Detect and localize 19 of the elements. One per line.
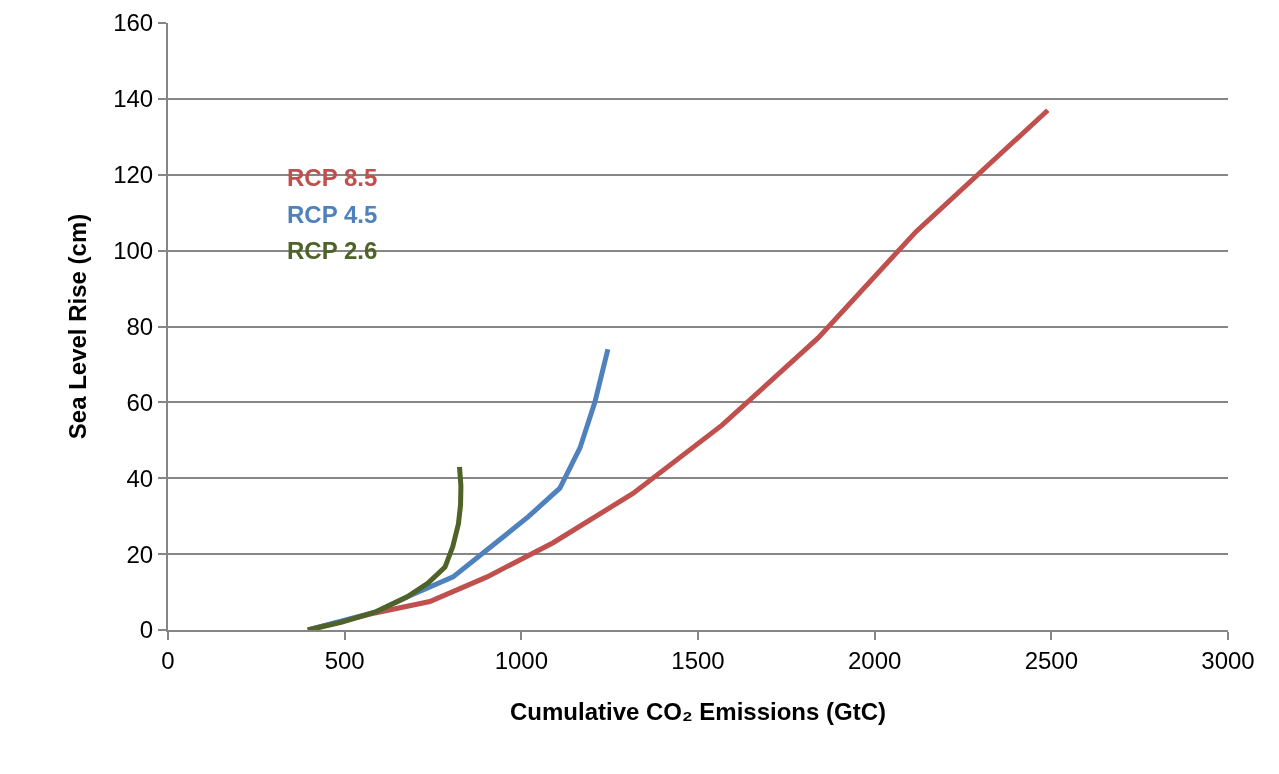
y-tick-label: 40 — [126, 464, 154, 492]
x-tick-label: 1500 — [671, 646, 725, 674]
x-tick-label: 0 — [161, 646, 175, 674]
x-tick-label: 500 — [324, 646, 365, 674]
y-tick-label: 160 — [113, 9, 154, 37]
y-tick-label: 80 — [126, 312, 154, 340]
y-tick-label: 0 — [139, 616, 154, 644]
y-tick-label: 120 — [113, 161, 154, 189]
x-tick-label: 3000 — [1201, 646, 1255, 674]
y-axis-title: Sea Level Rise (cm) — [63, 213, 91, 440]
x-tick-label: 2000 — [847, 646, 902, 674]
y-tick-label: 20 — [126, 540, 154, 568]
x-axis-title: Cumulative CO₂ Emissions (GtC) — [509, 697, 887, 725]
y-tick-label: 60 — [126, 388, 154, 416]
x-tick-label: 1000 — [494, 646, 549, 674]
text: RCP 4.5 — [287, 201, 378, 228]
x-tick-label: 2500 — [1024, 646, 1079, 674]
y-tick-label: 140 — [113, 85, 154, 113]
y-tick-label: 100 — [113, 237, 154, 265]
